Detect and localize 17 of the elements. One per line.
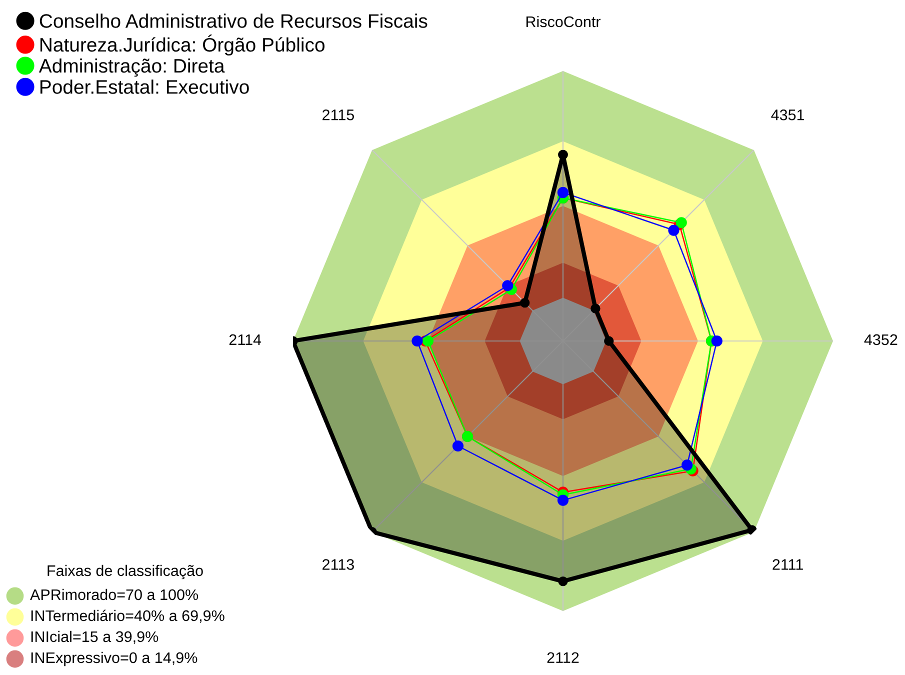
text: INIcial=15 a 39,9% xyxy=(31,630,158,644)
text: APRimorado=70 a 100% xyxy=(30,588,198,600)
text: Faixas de classificação xyxy=(48,564,203,580)
spoke-label: 4352 xyxy=(864,334,898,346)
text: INExpressivo=0 a 14,9% xyxy=(31,652,198,666)
text: INTermediário=40% a 69,9% xyxy=(31,610,224,623)
spoke-label: 2112 xyxy=(547,652,579,663)
spoke-label: 2113 xyxy=(322,559,354,570)
spoke-label: RiscoContr xyxy=(526,16,601,28)
spoke-label: 4351 xyxy=(771,109,804,120)
spoke-label: 2114 xyxy=(229,334,262,345)
legend-label: Administração: Direta xyxy=(38,58,225,77)
legend-label: Poder.Estatal: Executivo xyxy=(40,80,249,94)
spoke-label: 2111 xyxy=(772,559,803,570)
legend-label: Natureza.Jurídica: Órgão Público xyxy=(40,34,324,56)
legend-label: Conselho Administrativo de Recursos Fiscais xyxy=(40,14,428,28)
spoke-label: 2115 xyxy=(322,109,354,120)
